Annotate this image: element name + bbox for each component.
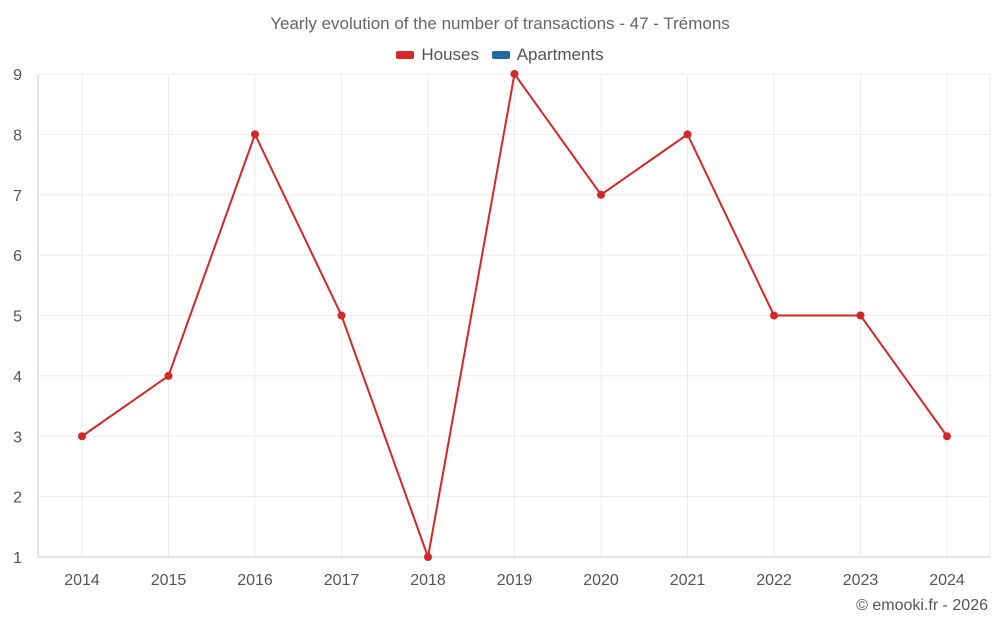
y-tick-label-6: 6 xyxy=(13,248,22,265)
x-tick-label-2021: 2021 xyxy=(670,572,706,589)
legend-item-houses[interactable]: Houses xyxy=(396,45,479,65)
data-point-houses-2020 xyxy=(597,190,605,199)
data-point-houses-2019 xyxy=(510,70,519,78)
x-tick-label-2020: 2020 xyxy=(583,572,619,589)
legend: Houses Apartments xyxy=(0,44,1000,65)
legend-swatch-apartments xyxy=(491,51,510,59)
y-tick-label-3: 3 xyxy=(13,429,22,446)
y-tick-label-2: 2 xyxy=(13,490,22,507)
series xyxy=(78,70,951,561)
y-tick-label-5: 5 xyxy=(13,309,22,326)
y-tick-label-1: 1 xyxy=(13,550,22,567)
x-tick-label-2023: 2023 xyxy=(843,572,879,589)
x-axis-ticks: 2014 2015 2016 2017 2018 2019 2020 2021 2022 2023… xyxy=(64,572,965,589)
x-tick-label-2017: 2017 xyxy=(324,572,360,589)
x-tick-label-2022: 2022 xyxy=(756,572,792,589)
data-point-houses-2015 xyxy=(164,371,173,380)
axes xyxy=(37,74,990,558)
y-tick-label-7: 7 xyxy=(13,188,22,205)
y-axis-ticks: 1 2 3 4 5 6 7 8 9 xyxy=(13,67,22,567)
legend-item-apartments[interactable]: Apartments xyxy=(491,45,604,65)
data-point-houses-2014 xyxy=(78,432,86,441)
x-tick-label-2016: 2016 xyxy=(237,572,273,589)
data-point-houses-2016 xyxy=(251,130,259,139)
x-tick-label-2015: 2015 xyxy=(151,572,187,589)
data-point-houses-2017 xyxy=(337,311,346,320)
data-point-houses-2022 xyxy=(770,311,778,320)
chart-title: Yearly evolution of the number of transa… xyxy=(270,14,730,33)
data-point-houses-2021 xyxy=(683,130,692,139)
x-tick-label-2018: 2018 xyxy=(410,572,446,589)
data-point-houses-2024 xyxy=(943,432,951,441)
legend-label-houses: Houses xyxy=(421,45,479,64)
y-tick-label-8: 8 xyxy=(13,127,22,144)
x-tick-label-2019: 2019 xyxy=(497,572,533,589)
x-tick-label-2024: 2024 xyxy=(929,572,965,589)
x-tick-label-2014: 2014 xyxy=(64,572,100,589)
legend-swatch-houses xyxy=(396,51,415,59)
legend-label-apartments: Apartments xyxy=(516,45,604,64)
credit-text: © emooki.fr - 2026 xyxy=(856,597,988,614)
data-point-houses-2023 xyxy=(856,311,865,320)
data-point-houses-2018 xyxy=(424,553,432,561)
y-tick-label-4: 4 xyxy=(13,369,22,386)
y-tick-label-9: 9 xyxy=(13,67,22,84)
grid xyxy=(38,73,991,557)
